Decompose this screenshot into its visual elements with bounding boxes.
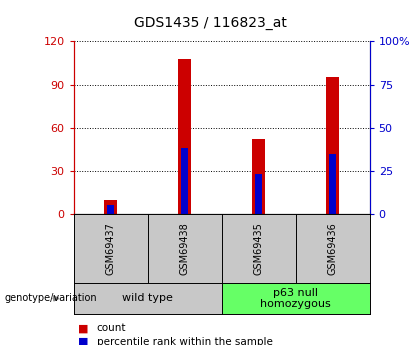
Text: GSM69435: GSM69435 xyxy=(254,222,264,275)
Bar xyxy=(329,154,336,214)
Bar xyxy=(178,59,191,214)
Text: GSM69436: GSM69436 xyxy=(328,222,338,275)
Text: GSM69437: GSM69437 xyxy=(105,222,116,275)
Bar xyxy=(104,199,117,214)
Text: wild type: wild type xyxy=(122,294,173,303)
Text: genotype/variation: genotype/variation xyxy=(4,294,97,303)
Bar xyxy=(252,139,265,214)
Bar xyxy=(107,205,114,214)
Bar xyxy=(181,148,188,214)
Text: count: count xyxy=(97,324,126,333)
Text: ■: ■ xyxy=(78,337,88,345)
Text: percentile rank within the sample: percentile rank within the sample xyxy=(97,337,273,345)
Bar xyxy=(255,174,262,214)
Text: GSM69438: GSM69438 xyxy=(179,222,189,275)
Bar xyxy=(326,77,339,214)
Text: GDS1435 / 116823_at: GDS1435 / 116823_at xyxy=(134,16,286,30)
Text: p63 null
homozygous: p63 null homozygous xyxy=(260,288,331,309)
Text: ■: ■ xyxy=(78,324,88,333)
